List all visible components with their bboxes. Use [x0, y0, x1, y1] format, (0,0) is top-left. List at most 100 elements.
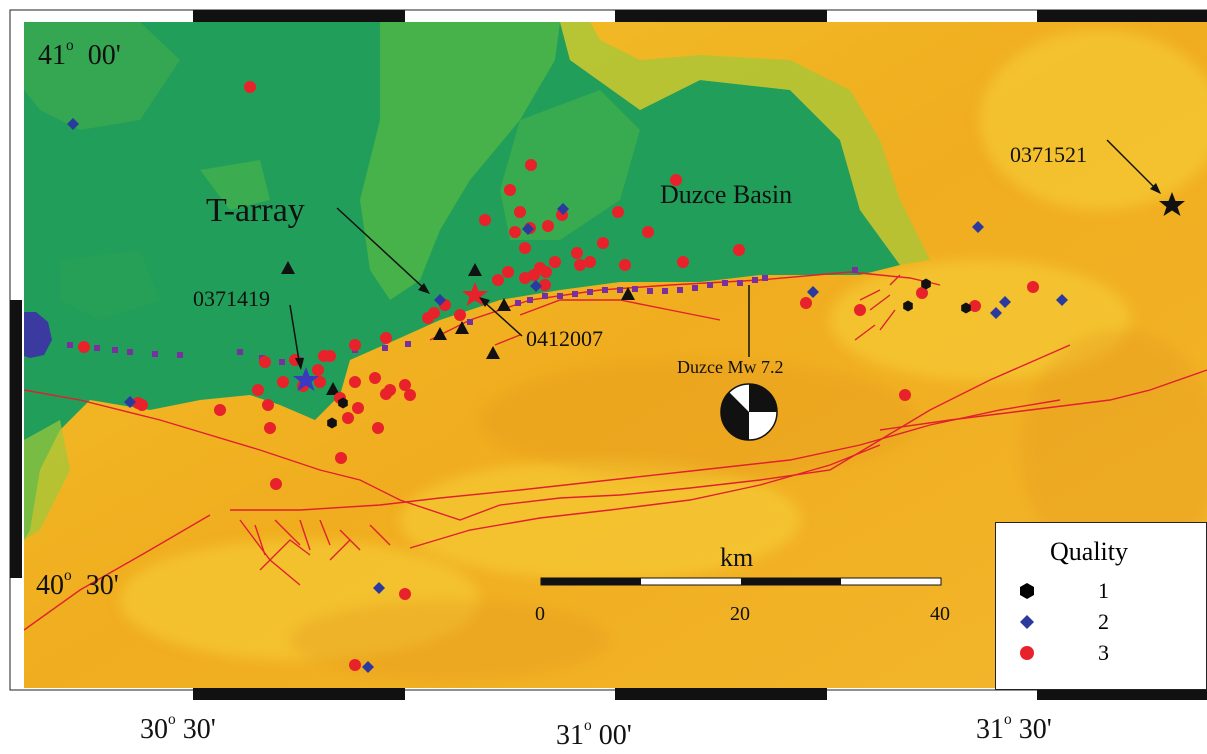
event-quality-3	[399, 588, 411, 600]
event-quality-1	[921, 278, 931, 290]
event-quality-3	[252, 384, 264, 396]
longitude-label-30-30: 30o 30'	[140, 711, 216, 745]
quality-legend: Quality 1 2 3	[995, 522, 1207, 690]
event-quality-3	[349, 339, 361, 351]
station-marker	[382, 345, 388, 351]
station-triangle	[468, 263, 482, 276]
event-quality-3	[584, 256, 596, 268]
station-marker	[762, 275, 768, 281]
event-quality-3	[574, 259, 586, 271]
event-quality-3	[404, 389, 416, 401]
station-marker	[405, 341, 411, 347]
event-quality-3	[1027, 281, 1039, 293]
legend-item-quality-2: 2	[1016, 609, 1109, 635]
event-quality-3	[352, 402, 364, 414]
event-quality-3	[492, 274, 504, 286]
event-quality-3	[380, 388, 392, 400]
station-marker	[279, 359, 285, 365]
latitude-label-41-00: 41o 00'	[38, 37, 121, 71]
event-quality-3	[677, 256, 689, 268]
event-quality-3	[479, 214, 491, 226]
event-quality-3	[509, 226, 521, 238]
event-quality-3	[399, 379, 411, 391]
event-quality-3	[312, 364, 324, 376]
longitude-label-31-00: 31o 00'	[556, 717, 632, 751]
station-triangle	[497, 298, 511, 311]
hexagon-icon	[1020, 583, 1034, 599]
label-event-0371521: 0371521	[1010, 142, 1087, 167]
station-marker	[602, 287, 608, 293]
station-marker	[542, 293, 548, 299]
station-marker	[752, 277, 758, 283]
event-quality-3	[318, 350, 330, 362]
event-quality-3	[969, 300, 981, 312]
event-quality-2	[434, 294, 446, 306]
event-star-0371419	[293, 367, 319, 391]
latitude-label-40-30: 40o 30'	[36, 567, 119, 601]
station-triangle	[281, 261, 295, 274]
station-marker	[852, 267, 858, 273]
station-marker	[572, 291, 578, 297]
station-triangle	[433, 327, 447, 340]
event-quality-3	[854, 304, 866, 316]
scale-tick-0: 0	[535, 603, 545, 625]
scale-bar-title: km	[720, 543, 754, 572]
event-quality-3	[264, 422, 276, 434]
event-quality-2	[557, 203, 569, 215]
station-marker	[557, 293, 563, 299]
leader-lines	[289, 139, 1161, 368]
label-mainshock: Duzce Mw 7.2	[677, 357, 784, 377]
legend-label: 3	[1098, 640, 1109, 665]
legend-label: 2	[1098, 609, 1109, 634]
fault-lines	[24, 271, 1207, 631]
event-quality-2	[999, 296, 1011, 308]
event-quality-3	[514, 206, 526, 218]
event-quality-2	[373, 582, 385, 594]
scale-tick-40: 40	[930, 603, 950, 625]
label-event-0371419: 0371419	[193, 286, 270, 311]
event-quality-2	[1056, 294, 1068, 306]
station-triangle	[486, 346, 500, 359]
station-marker	[707, 282, 713, 288]
event-quality-3	[454, 309, 466, 321]
station-marker	[692, 285, 698, 291]
earthquake-events	[67, 81, 1068, 673]
station-marker	[677, 287, 683, 293]
legend-item-quality-1: 1	[1016, 578, 1109, 604]
event-quality-3	[642, 226, 654, 238]
event-quality-3	[733, 244, 745, 256]
station-marker	[515, 300, 521, 306]
focal-mechanism-beachball	[720, 383, 778, 441]
event-quality-3	[549, 256, 561, 268]
event-quality-2	[522, 223, 534, 235]
event-quality-3	[504, 184, 516, 196]
event-quality-3	[539, 279, 551, 291]
station-marker	[527, 297, 533, 303]
event-quality-2	[972, 221, 984, 233]
label-t-array: T-array	[206, 192, 305, 229]
station-marker	[67, 342, 73, 348]
station-triangle	[621, 287, 635, 300]
event-quality-3	[525, 159, 537, 171]
station-marker	[467, 319, 473, 325]
arrowheads	[295, 183, 1161, 370]
scale-bar	[540, 577, 942, 586]
label-duzce-basin: Duzce Basin	[660, 180, 793, 209]
event-quality-3	[612, 206, 624, 218]
scale-tick-20: 20	[730, 603, 750, 625]
event-quality-3	[369, 372, 381, 384]
event-quality-3	[528, 269, 540, 281]
event-quality-3	[670, 174, 682, 186]
event-quality-3	[342, 412, 354, 424]
event-quality-3	[571, 247, 583, 259]
event-quality-3	[428, 307, 440, 319]
event-quality-2	[362, 661, 374, 673]
event-quality-3	[335, 452, 347, 464]
event-quality-3	[277, 376, 289, 388]
station-marker	[617, 287, 623, 293]
station-marker	[587, 289, 593, 295]
event-quality-1	[327, 417, 337, 429]
station-triangle	[326, 382, 340, 395]
event-quality-3	[800, 297, 812, 309]
